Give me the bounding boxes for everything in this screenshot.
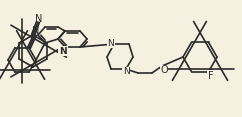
Text: N: N [108, 38, 114, 48]
Text: O: O [160, 65, 168, 75]
Text: N: N [123, 68, 129, 77]
Text: N: N [59, 46, 67, 55]
Text: N: N [32, 26, 40, 36]
Text: F: F [208, 71, 213, 81]
Text: N: N [35, 14, 43, 24]
